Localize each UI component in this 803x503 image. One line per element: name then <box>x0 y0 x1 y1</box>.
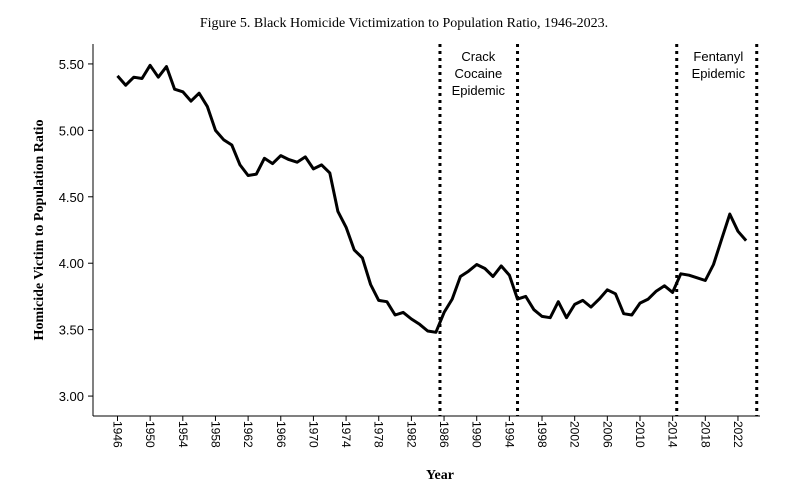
chart-title: Figure 5. Black Homicide Victimization t… <box>200 16 608 31</box>
x-tick-label: 1966 <box>274 421 288 448</box>
x-axis-label: Year <box>426 468 454 483</box>
x-tick-label: 1986 <box>437 421 451 448</box>
x-tick-label: 1970 <box>306 421 320 448</box>
x-tick-label: 1998 <box>535 421 549 448</box>
x-tick-label: 1994 <box>502 421 516 448</box>
x-tick-label: 2018 <box>698 421 712 448</box>
y-tick-label: 3.50 <box>59 323 84 338</box>
x-tick-label: 2006 <box>600 421 614 448</box>
annotation-text: Fentanyl <box>693 49 743 64</box>
x-tick-label: 1982 <box>404 421 418 448</box>
x-tick-label: 1950 <box>143 421 157 448</box>
x-tick-label: 2014 <box>666 421 680 448</box>
x-tick-label: 2022 <box>731 421 745 448</box>
x-tick-label: 1962 <box>241 421 255 448</box>
annotations: Crack Cocaine Epidemic Fentanyl Epidemic <box>452 49 746 98</box>
series-line <box>116 63 748 334</box>
x-tick-label: 1946 <box>110 421 124 448</box>
y-tick-label: 5.50 <box>59 57 84 72</box>
x-tick-label: 2010 <box>633 421 647 448</box>
x-tick-label: 1990 <box>470 421 484 448</box>
y-tick-label: 4.00 <box>59 256 84 271</box>
x-tick-label: 1974 <box>339 421 353 448</box>
x-tick-label: 1954 <box>176 421 190 448</box>
annotation-text: Crack <box>461 49 495 64</box>
annotation-text: Epidemic <box>692 66 746 81</box>
annotation-text: Cocaine <box>454 66 502 81</box>
x-tick-label: 1958 <box>208 421 222 448</box>
y-tick-group: 3.00 3.50 4.00 4.50 5.00 5.50 <box>59 57 93 404</box>
y-tick-label: 3.00 <box>59 389 84 404</box>
y-tick-label: 5.00 <box>59 123 84 138</box>
y-tick-label: 4.50 <box>59 190 84 205</box>
x-tick-group: 1946 1950 1954 1958 1962 1966 1970 1974 1978 1982… <box>110 416 745 448</box>
y-axis-label: Homicide Victim to Population Ratio <box>32 120 47 341</box>
x-tick-label: 1978 <box>372 421 386 448</box>
x-tick-label: 2002 <box>568 421 582 448</box>
reference-lines <box>438 44 759 416</box>
annotation-text: Epidemic <box>452 83 506 98</box>
